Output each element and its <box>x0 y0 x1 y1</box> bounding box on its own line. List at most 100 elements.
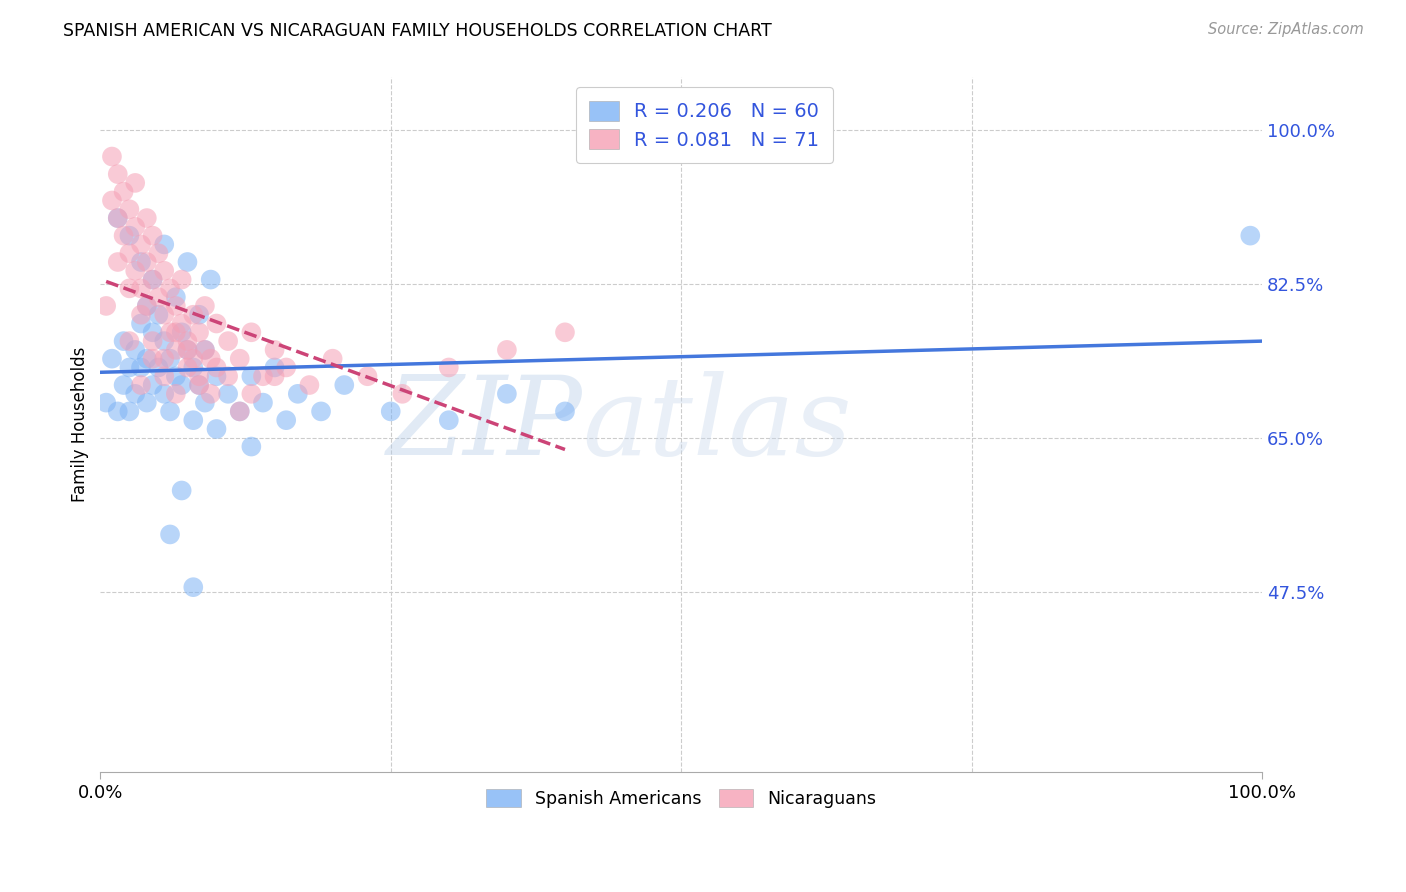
Point <box>205 360 228 375</box>
Point <box>112 228 135 243</box>
Point <box>200 387 222 401</box>
Point <box>176 360 198 375</box>
Point <box>159 527 181 541</box>
Point <box>165 387 187 401</box>
Point <box>188 326 211 340</box>
Point <box>118 334 141 348</box>
Point <box>129 255 152 269</box>
Point <box>96 299 118 313</box>
Point <box>165 326 187 340</box>
Point <box>496 343 519 357</box>
Point <box>142 272 165 286</box>
Point <box>188 369 211 384</box>
Point <box>188 378 211 392</box>
Y-axis label: Family Households: Family Households <box>72 347 89 502</box>
Point <box>176 343 198 357</box>
Point <box>217 369 239 384</box>
Point <box>263 343 285 357</box>
Point <box>263 369 285 384</box>
Point <box>194 299 217 313</box>
Text: atlas: atlas <box>582 371 852 478</box>
Point <box>153 369 176 384</box>
Point <box>309 404 332 418</box>
Point <box>153 308 176 322</box>
Point <box>165 369 187 384</box>
Point <box>135 211 157 225</box>
Point <box>107 167 129 181</box>
Point <box>333 378 356 392</box>
Point <box>170 378 193 392</box>
Point <box>101 194 124 208</box>
Point <box>205 317 228 331</box>
Point <box>170 483 193 498</box>
Point <box>135 299 157 313</box>
Point <box>129 308 152 322</box>
Point <box>118 202 141 217</box>
Point <box>142 334 165 348</box>
Point <box>148 290 170 304</box>
Point <box>181 360 204 375</box>
Point <box>240 326 263 340</box>
Point <box>142 378 165 392</box>
Point <box>194 343 217 357</box>
Point <box>165 290 187 304</box>
Point <box>1239 228 1261 243</box>
Point <box>153 387 176 401</box>
Point <box>176 334 198 348</box>
Point <box>142 326 165 340</box>
Point <box>252 369 274 384</box>
Point <box>380 404 402 418</box>
Point <box>118 281 141 295</box>
Point <box>181 413 204 427</box>
Point <box>176 255 198 269</box>
Point <box>188 378 211 392</box>
Point <box>142 272 165 286</box>
Point <box>153 334 176 348</box>
Point <box>194 395 217 409</box>
Point <box>118 246 141 260</box>
Point <box>194 343 217 357</box>
Point <box>170 317 193 331</box>
Point <box>298 378 321 392</box>
Point <box>148 246 170 260</box>
Point <box>148 308 170 322</box>
Point <box>129 317 152 331</box>
Point <box>159 281 181 295</box>
Point <box>153 264 176 278</box>
Point <box>252 395 274 409</box>
Point <box>176 343 198 357</box>
Point <box>135 255 157 269</box>
Point <box>205 369 228 384</box>
Point <box>188 308 211 322</box>
Point <box>437 360 460 375</box>
Text: Source: ZipAtlas.com: Source: ZipAtlas.com <box>1208 22 1364 37</box>
Point <box>124 343 146 357</box>
Point <box>135 351 157 366</box>
Point <box>240 369 263 384</box>
Point <box>135 299 157 313</box>
Point <box>159 326 181 340</box>
Point <box>240 440 263 454</box>
Point <box>229 351 252 366</box>
Point <box>170 326 193 340</box>
Point <box>276 413 298 427</box>
Point <box>200 272 222 286</box>
Point <box>107 404 129 418</box>
Point <box>129 281 152 295</box>
Point <box>148 360 170 375</box>
Point <box>112 334 135 348</box>
Point <box>159 404 181 418</box>
Point <box>124 176 146 190</box>
Point <box>101 149 124 163</box>
Point <box>118 360 141 375</box>
Point <box>181 580 204 594</box>
Point <box>124 387 146 401</box>
Point <box>170 272 193 286</box>
Point <box>496 387 519 401</box>
Point <box>229 404 252 418</box>
Point <box>142 351 165 366</box>
Point <box>124 219 146 234</box>
Point <box>124 264 146 278</box>
Point <box>165 299 187 313</box>
Point <box>153 237 176 252</box>
